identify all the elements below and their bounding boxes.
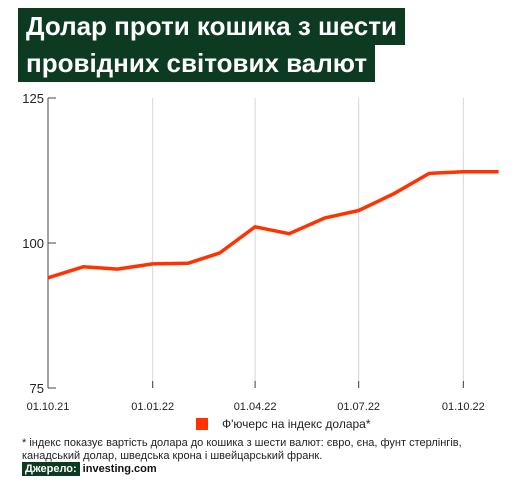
x-tick-label: 01.01.22: [131, 401, 174, 413]
x-tick-label: 01.07.22: [337, 401, 380, 413]
source: Джерело: investing.com: [22, 462, 157, 476]
legend-swatch: [196, 418, 208, 430]
footnote-line-2: канадський долар, шведська крона і швейц…: [22, 450, 323, 462]
chart-title: Долар проти кошика з шести провідних сві…: [18, 8, 405, 82]
y-tick-label: 100: [22, 236, 44, 251]
legend: Ф'ючерс на індекс долара*: [196, 417, 371, 431]
chart-grid: [47, 98, 464, 388]
x-tick-label: 01.04.22: [234, 401, 277, 413]
source-link[interactable]: investing.com: [82, 463, 157, 475]
x-tick-label: 01.10.21: [27, 401, 70, 413]
title-line-1: Долар проти кошика з шести: [18, 8, 405, 45]
x-tick-label: 01.10.22: [442, 401, 485, 413]
series-line: [47, 169, 499, 280]
title-line-2: провідних світових валют: [18, 45, 376, 82]
y-tick-label: 125: [22, 91, 44, 106]
y-tick-label: 75: [30, 381, 44, 396]
y-axis: 125 100 75: [22, 91, 56, 396]
line-chart: 125 100 75 01.10.21 01.01.22 01.04.22 01.07.2…: [22, 91, 499, 413]
x-axis: 01.10.21 01.01.22 01.04.22 01.07.22 01.10.22: [27, 381, 485, 413]
chart-series: [47, 169, 499, 280]
source-label: Джерело:: [22, 462, 80, 476]
footnote: * індекс показує вартість долара до коши…: [22, 437, 502, 463]
footnote-line-1: * індекс показує вартість долара до коши…: [22, 437, 462, 449]
legend-label: Ф'ючерс на індекс долара*: [222, 417, 371, 431]
